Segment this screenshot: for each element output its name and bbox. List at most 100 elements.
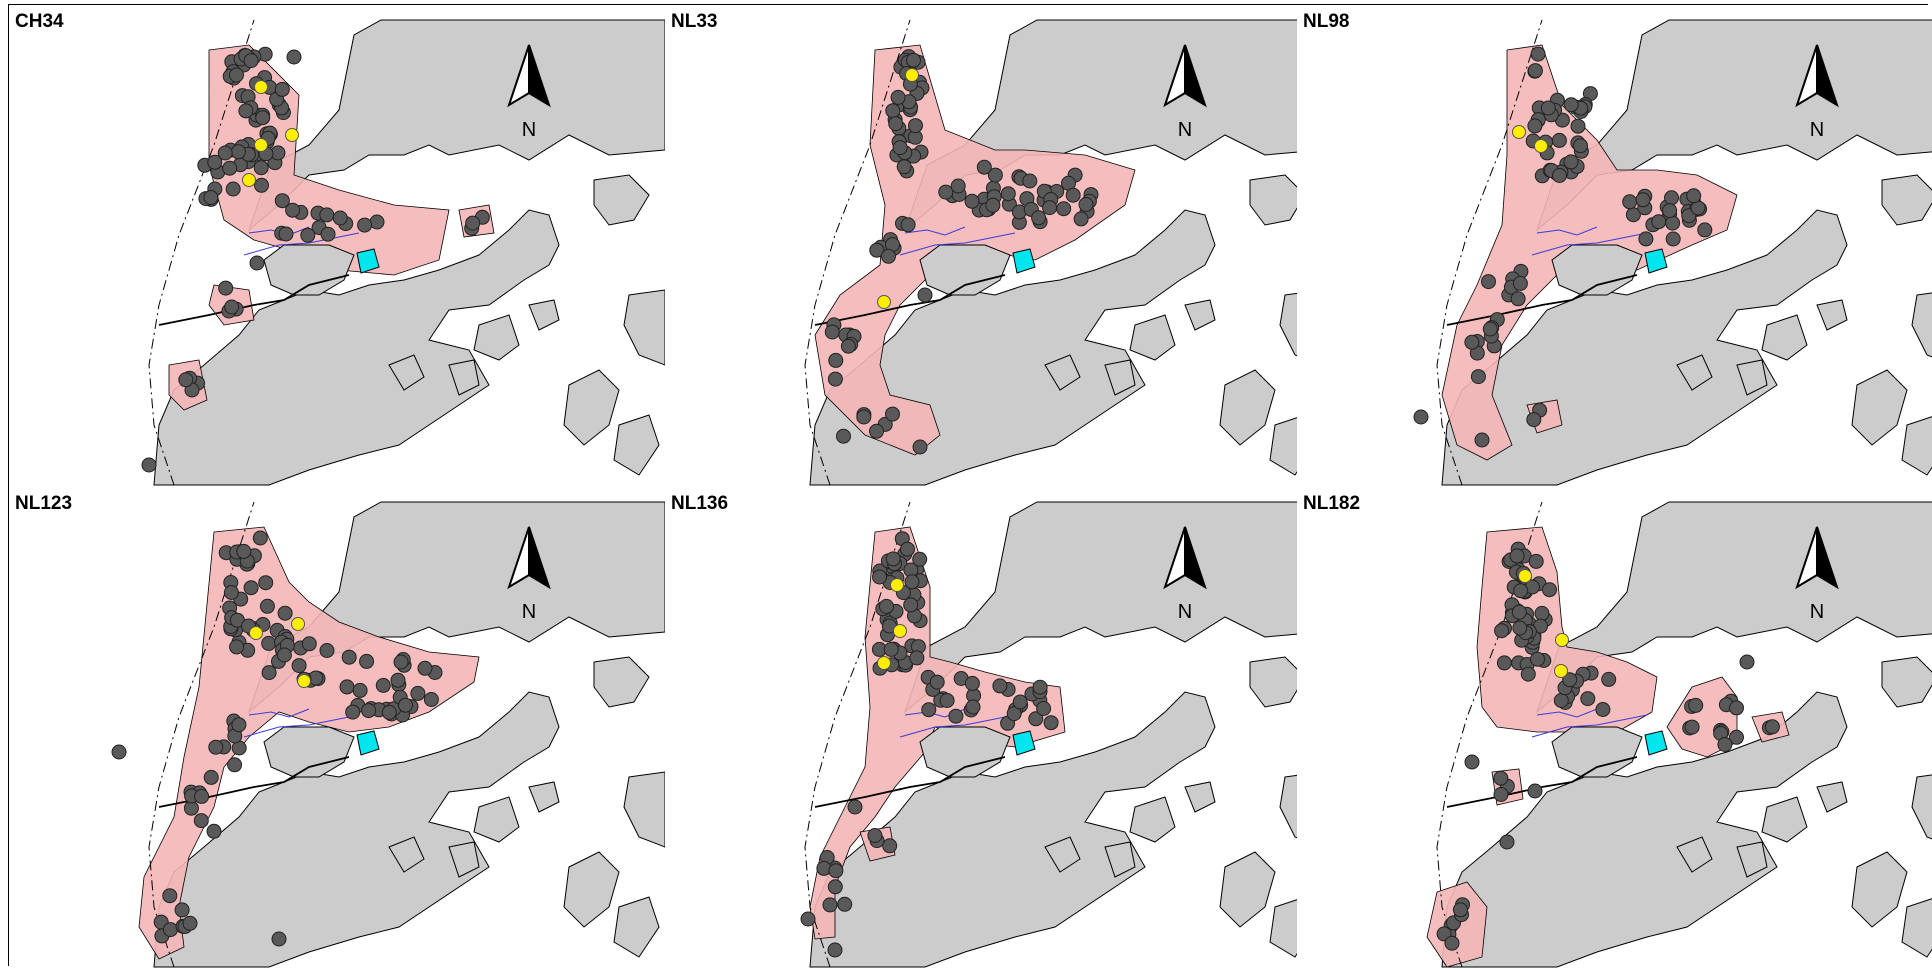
sighting-point (1078, 197, 1094, 212)
sighting-point (1012, 694, 1028, 710)
sighting-point (1635, 192, 1651, 208)
sighting-point (259, 598, 275, 614)
map-panel-nl182: NL182 N (1297, 487, 1932, 970)
island (1676, 836, 1713, 873)
sighting-point (1595, 702, 1611, 717)
island (1816, 781, 1848, 813)
sighting-point (1563, 154, 1579, 170)
sighting-point (1509, 548, 1525, 564)
island (1044, 354, 1081, 391)
island (1881, 656, 1932, 708)
north-label: N (1178, 601, 1192, 623)
sighting-point (869, 423, 884, 439)
sighting-point (824, 324, 840, 340)
sighting-point (261, 665, 277, 681)
island (1676, 354, 1713, 391)
sighting-point (254, 177, 269, 193)
sighting-point (231, 717, 247, 733)
sighting-point (286, 49, 302, 65)
landmass-north (1535, 19, 1932, 232)
sighting-point (883, 641, 899, 657)
sighting-point (1622, 194, 1638, 210)
highlighted-sighting-point (254, 80, 268, 94)
sighting-point (276, 647, 292, 663)
sighting-point (827, 942, 843, 958)
sighting-point (258, 575, 274, 591)
map-panel-nl33: NL33 N (665, 5, 1321, 488)
sighting-point (885, 406, 900, 422)
island (1901, 898, 1932, 958)
sighting-point (163, 922, 178, 938)
sighting-point (1526, 412, 1542, 428)
island (448, 359, 480, 396)
sighting-point (410, 685, 426, 701)
island (1249, 174, 1306, 226)
sighting-point (222, 160, 238, 176)
panel-title: NL123 (15, 493, 73, 514)
sighting-point (390, 672, 406, 688)
sighting-point (822, 897, 838, 913)
sighting-point (1065, 187, 1081, 203)
island (1911, 292, 1932, 358)
boundary-line (243, 714, 360, 738)
sighting-point (912, 551, 928, 567)
sighting-point (965, 699, 981, 715)
shoreline-road (158, 274, 350, 326)
map-svg: N (665, 5, 1321, 488)
sighting-point (1511, 604, 1527, 620)
boundary-line (243, 232, 360, 256)
landmass-south (1441, 691, 1848, 968)
sighting-point (1540, 100, 1556, 116)
shoreline-road (1446, 274, 1638, 326)
sighting-point (985, 197, 1001, 213)
sighting-point (274, 81, 290, 97)
sighting-point (465, 215, 481, 231)
sighting-point (1534, 605, 1550, 621)
sighting-point (837, 896, 853, 912)
island (1911, 774, 1932, 840)
island (473, 796, 520, 843)
sighting-point (1651, 214, 1667, 230)
sighting-point (320, 226, 336, 242)
north-label: N (522, 119, 536, 141)
landmass-south (809, 691, 1216, 968)
sighting-point (352, 682, 368, 698)
landmass-center-island (919, 726, 1011, 778)
north-arrow-icon (1163, 44, 1207, 108)
sighting-point (230, 144, 246, 160)
landmass-north (1535, 501, 1932, 714)
panel-title: NL182 (1303, 493, 1361, 514)
shoreline-road (1446, 756, 1638, 808)
highlighted-sighting-point (877, 656, 891, 670)
sighting-point (252, 530, 268, 546)
sighting-point (300, 227, 316, 243)
landmass-south (153, 209, 560, 486)
highlighted-sighting-point (1534, 139, 1548, 153)
occurrence-buffer-area (809, 526, 1066, 940)
sighting-point (278, 226, 294, 242)
sighting-point (1601, 671, 1617, 687)
sighting-point (900, 541, 915, 557)
sighting-point (1036, 701, 1052, 716)
sighting-point (243, 580, 259, 596)
sighting-point (856, 409, 872, 425)
boundary-line (899, 232, 1016, 256)
sighting-point (827, 371, 843, 387)
sighting-point (1665, 215, 1681, 231)
sighting-point (1530, 651, 1545, 667)
sighting-point (393, 654, 409, 670)
sighting-point (203, 190, 219, 205)
sighting-point (921, 702, 937, 718)
sighting-point (341, 649, 357, 665)
boundary-line (1536, 708, 1598, 718)
island (563, 369, 620, 446)
panel-title: NL136 (671, 493, 729, 514)
sighting-point (847, 799, 863, 815)
sighting-point (1527, 783, 1543, 799)
sighting-point (1638, 231, 1654, 247)
map-svg: N (9, 487, 665, 970)
sighting-point (319, 643, 335, 658)
sighting-point (867, 828, 883, 843)
sighting-point (892, 140, 908, 156)
island (623, 289, 665, 366)
